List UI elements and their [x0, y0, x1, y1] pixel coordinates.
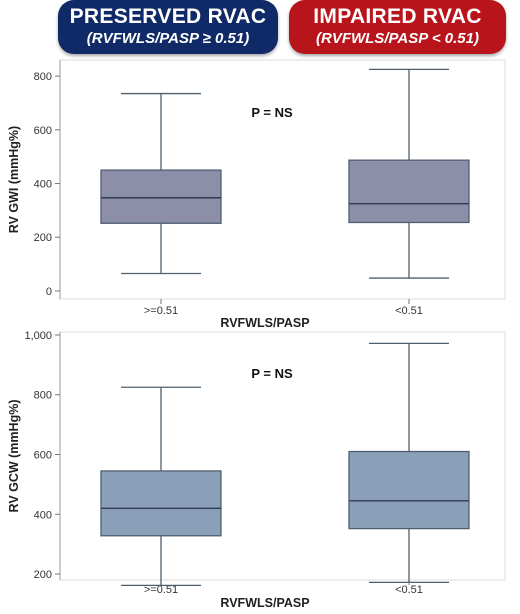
rv-gwi-boxplot: 0 200 400 600 800 RV GWI (mmHg%) >=0.51 <0.51 RV…: [7, 59, 506, 328]
y-tick-label: 600: [34, 125, 52, 137]
preserved-rvac-subtitle: (RVFWLS/PASP ≥ 0.51): [86, 30, 250, 47]
iqr-box: [348, 159, 470, 224]
y-tick-label: 0: [46, 286, 52, 298]
y-tick-label: 200: [34, 569, 52, 581]
x-axis-title: RVFWLS/PASP: [220, 316, 309, 328]
y-tick-label: 1,000: [24, 330, 52, 342]
iqr-box: [348, 450, 470, 530]
preserved-rvac-badge: PRESERVED RVAC (RVFWLS/PASP ≥ 0.51): [58, 0, 278, 54]
iqr-box: [100, 470, 222, 537]
x-tick-label: <0.51: [395, 305, 423, 317]
p-value-annotation: P = NS: [251, 366, 293, 381]
p-value-annotation: P = NS: [251, 105, 293, 120]
preserved-rvac-title: PRESERVED RVAC: [69, 5, 267, 28]
y-tick-label: 400: [34, 509, 52, 521]
y-tick-label: 200: [34, 232, 52, 244]
y-axis-title: RV GWI (mmHg%): [7, 126, 21, 233]
x-tick-label: <0.51: [395, 584, 423, 596]
rv-gcw-boxplot: 200 400 600 800 1,000 RV GCW (mmHg%) >=0.51 <0.…: [7, 330, 506, 610]
y-tick-label: 600: [34, 450, 52, 462]
iqr-box: [100, 169, 222, 224]
x-axis-title: RVFWLS/PASP: [220, 596, 309, 610]
y-tick-label: 400: [34, 179, 52, 191]
impaired-rvac-title: IMPAIRED RVAC: [313, 5, 482, 28]
y-tick-label: 800: [34, 71, 52, 83]
impaired-rvac-badge: IMPAIRED RVAC (RVFWLS/PASP < 0.51): [289, 0, 506, 54]
x-tick-label: >=0.51: [144, 584, 178, 596]
impaired-rvac-subtitle: (RVFWLS/PASP < 0.51): [316, 30, 479, 47]
y-axis-title: RV GCW (mmHg%): [7, 400, 21, 513]
x-tick-label: >=0.51: [144, 305, 178, 317]
y-tick-label: 800: [34, 390, 52, 402]
